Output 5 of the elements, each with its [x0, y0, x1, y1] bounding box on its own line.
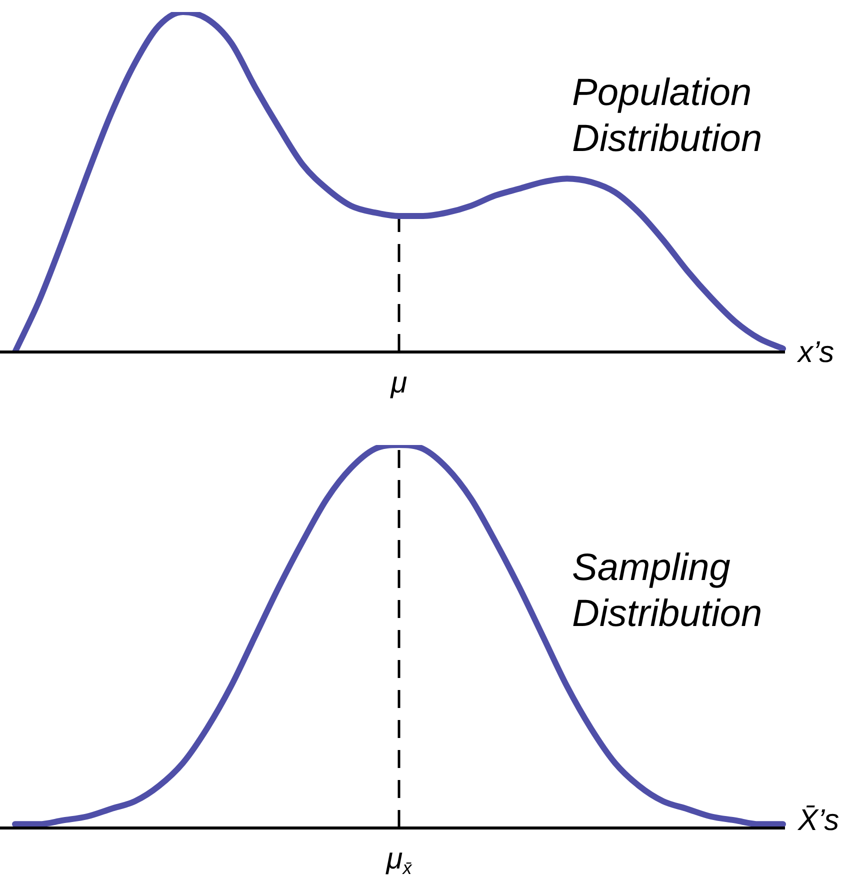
text: μ [390, 366, 408, 400]
text: Sampling Distribution [572, 546, 764, 637]
text: Population Distribution [572, 71, 764, 162]
x-axis-title: x’s [798, 336, 834, 370]
x-axis-title: X̄’s [798, 804, 840, 838]
